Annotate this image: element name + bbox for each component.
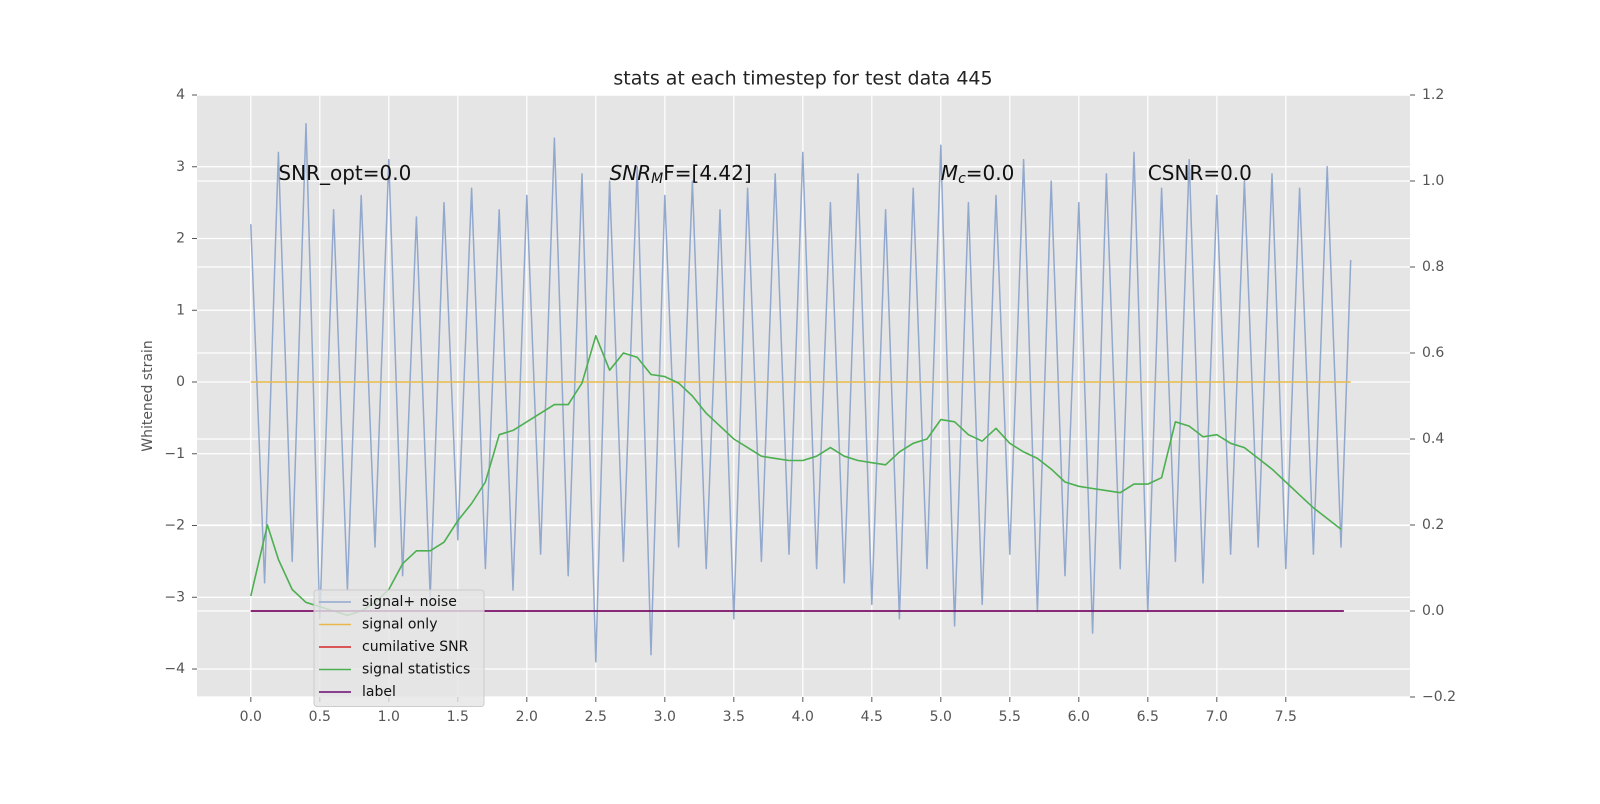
legend-label: cumilative SNR: [362, 639, 469, 655]
legend-label: label: [362, 684, 396, 700]
ticks: 0.0 0.5 1.0 1.5 2.0 2.5 3.0 3.5 4.0 4.5 5.0 5.5 6.0 6…: [164, 87, 1456, 725]
annotation-part: CSNR=0.0: [1148, 160, 1252, 184]
annotations: SNR_opt=0.0 SNRMF=[4.42] Mc=0.0 CSNR=0.0: [278, 160, 1251, 187]
annotation-part: M: [941, 160, 958, 184]
x-tick-label: 1.5: [447, 709, 469, 725]
x-tick-label: 2.0: [516, 709, 538, 725]
x-tick-label: 6.0: [1068, 709, 1090, 725]
annotation: SNRMF=[4.42]: [610, 160, 752, 187]
y-tick-label: 4: [176, 87, 185, 103]
y-tick-label: −1: [164, 446, 185, 462]
x-tick-label: 4.5: [861, 709, 883, 725]
annotation-part: c: [958, 171, 966, 187]
x-tick-label: 1.0: [378, 709, 400, 725]
x-tick-label: 3.0: [654, 709, 676, 725]
x-tick-label: 5.5: [999, 709, 1021, 725]
legend: signal+ noise signal only cumilative SNR si…: [313, 589, 485, 707]
y2-tick-label: 0.4: [1422, 431, 1444, 447]
annotation: Mc=0.0: [941, 160, 1015, 187]
annotation-part: SNR_opt=0.0: [278, 160, 411, 184]
annotation: SNR_opt=0.0: [278, 160, 411, 184]
y2-tick-label: 0.6: [1422, 345, 1444, 361]
series-line: [250, 122, 1352, 663]
annotation-part: =0.0: [966, 160, 1015, 184]
y2-tick-label: 0.2: [1422, 517, 1444, 533]
legend-label: signal statistics: [362, 662, 470, 678]
x-tick-label: 6.5: [1137, 709, 1159, 725]
y-tick-label: 2: [176, 231, 185, 247]
x-tick-label: 7.5: [1275, 709, 1297, 725]
y-tick-label: 1: [176, 302, 185, 318]
annotation-part: F=[4.42]: [663, 160, 751, 184]
legend-box: [313, 589, 485, 707]
annotation-part: M: [651, 171, 663, 187]
y-tick-label: 0: [176, 374, 185, 390]
y2-tick-label: −0.2: [1422, 689, 1456, 705]
series-line: [250, 335, 1342, 617]
y2-tick-label: 1.0: [1422, 173, 1444, 189]
annotation: CSNR=0.0: [1148, 160, 1252, 184]
legend-label: signal only: [362, 617, 437, 633]
y2-tick-label: 1.2: [1422, 87, 1444, 103]
x-tick-label: 0.0: [240, 709, 262, 725]
y-tick-label: −4: [164, 661, 185, 677]
y-tick-label: −2: [164, 518, 185, 534]
x-tick-label: 3.5: [723, 709, 745, 725]
x-tick-label: 5.0: [930, 709, 952, 725]
y-axis-label: Whitened strain: [140, 340, 156, 451]
annotation-part: SNR: [610, 160, 652, 184]
y2-tick-label: 0.0: [1422, 603, 1444, 619]
x-tick-label: 2.5: [585, 709, 607, 725]
y-tick-label: 3: [176, 159, 185, 175]
x-tick-label: 4.0: [792, 709, 814, 725]
x-tick-label: 0.5: [309, 709, 331, 725]
y-tick-label: −3: [164, 589, 185, 605]
y2-tick-label: 0.8: [1422, 259, 1444, 275]
chart-title: stats at each timestep for test data 445: [613, 68, 992, 90]
x-tick-label: 7.0: [1206, 709, 1228, 725]
legend-label: signal+ noise: [362, 594, 457, 610]
